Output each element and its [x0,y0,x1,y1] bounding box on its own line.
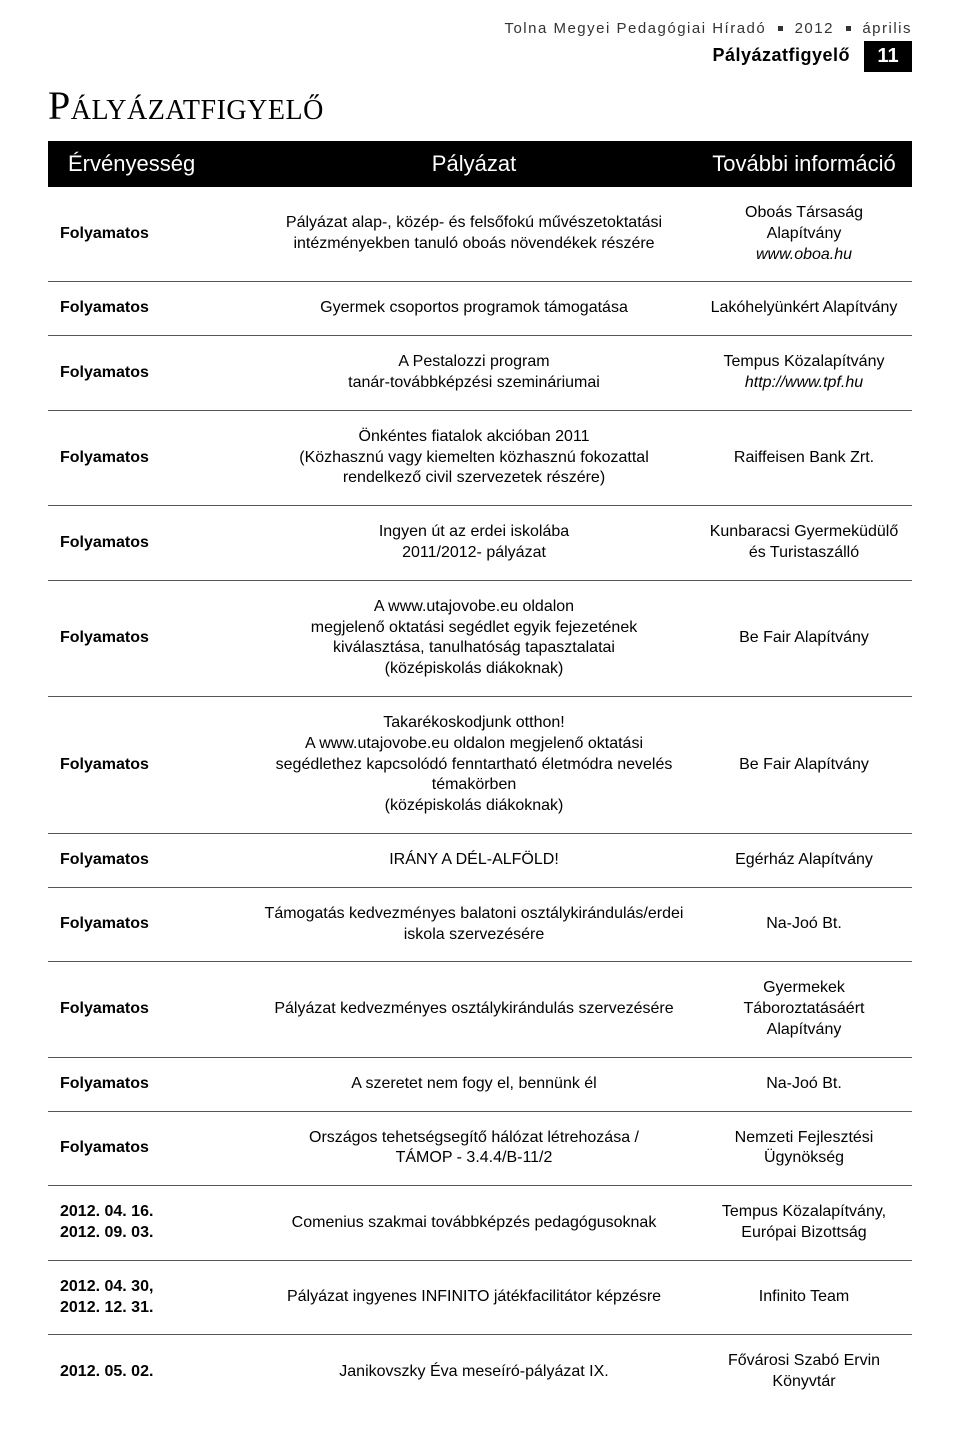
info-text: Nemzeti Fejlesztési Ügynökség [735,1129,874,1167]
cell-description: A www.utajovobe.eu oldalon megjelenő okt… [252,580,696,696]
info-text: Na-Joó Bt. [766,915,842,932]
cell-info: Lakóhelyünkért Alapítvány [696,282,912,336]
publication-header: Tolna Megyei Pedagógiai Híradó 2012 ápri… [48,20,912,37]
cell-validity: Folyamatos [48,833,252,887]
page-title: Pályázatfigyelő [48,82,912,129]
info-text: Infinito Team [759,1288,849,1305]
cell-info: Fővárosi Szabó Ervin Könyvtár [696,1335,912,1409]
publication-month: április [862,20,912,37]
section-bar: Pályázatfigyelő 11 [48,41,912,72]
info-text: Tempus Közalapítvány, Európai Bizottság [722,1203,886,1241]
cell-description: Gyermek csoportos programok támogatása [252,282,696,336]
info-text: Lakóhelyünkért Alapítvány [711,299,898,316]
table-row: FolyamatosA www.utajovobe.eu oldalon meg… [48,580,912,696]
publication-year: 2012 [795,20,834,37]
cell-info: Infinito Team [696,1260,912,1335]
info-text: Oboás Társaság Alapítvány [745,204,863,242]
table-row: 2012. 04. 30, 2012. 12. 31.Pályázat ingy… [48,1260,912,1335]
info-text: Tempus Közalapítvány [724,353,885,370]
cell-validity: Folyamatos [48,187,252,282]
info-text: Be Fair Alapítvány [739,756,869,773]
cell-description: Önkéntes fiatalok akcióban 2011 (Közhasz… [252,410,696,505]
cell-validity: 2012. 04. 16. 2012. 09. 03. [48,1186,252,1261]
cell-info: Na-Joó Bt. [696,1057,912,1111]
table-row: FolyamatosGyermek csoportos programok tá… [48,282,912,336]
info-text: Egérház Alapítvány [735,851,873,868]
cell-info: Nemzeti Fejlesztési Ügynökség [696,1111,912,1186]
cell-description: Takarékoskodjunk otthon! A www.utajovobe… [252,696,696,833]
cell-info: Kunbaracsi Gyermeküdülő és Turistaszálló [696,506,912,581]
cell-description: Pályázat alap-, közép- és felsőfokú művé… [252,187,696,282]
table-row: 2012. 05. 02.Janikovszky Éva meseíró-pál… [48,1335,912,1409]
grants-table: Érvényesség Pályázat További információ … [48,141,912,1409]
cell-description: Pályázat ingyenes INFINITO játékfacilitá… [252,1260,696,1335]
cell-info: Egérház Alapítvány [696,833,912,887]
cell-validity: Folyamatos [48,410,252,505]
cell-validity: Folyamatos [48,580,252,696]
info-text: Raiffeisen Bank Zrt. [734,449,874,466]
table-row: FolyamatosÖnkéntes fiatalok akcióban 201… [48,410,912,505]
info-link: www.oboa.hu [756,246,852,263]
table-row: FolyamatosA Pestalozzi program tanár-tov… [48,336,912,411]
cell-info: Raiffeisen Bank Zrt. [696,410,912,505]
table-row: FolyamatosIngyen út az erdei iskolába 20… [48,506,912,581]
info-text: Be Fair Alapítvány [739,629,869,646]
table-row: 2012. 04. 16. 2012. 09. 03.Comenius szak… [48,1186,912,1261]
col-header-info: További információ [696,141,912,187]
table-row: FolyamatosIRÁNY A DÉL-ALFÖLD! Egérház Ala… [48,833,912,887]
cell-description: A Pestalozzi program tanár-továbbképzési… [252,336,696,411]
info-text: Kunbaracsi Gyermeküdülő és Turistaszálló [710,523,899,561]
cell-description: Comenius szakmai továbbképzés pedagóguso… [252,1186,696,1261]
cell-validity: Folyamatos [48,1057,252,1111]
section-label: Pályázatfigyelő [712,41,864,72]
cell-validity: 2012. 04. 30, 2012. 12. 31. [48,1260,252,1335]
table-row: FolyamatosOrszágos tehetségsegítő hálóza… [48,1111,912,1186]
cell-validity: 2012. 05. 02. [48,1335,252,1409]
cell-description: Janikovszky Éva meseíró-pályázat IX. [252,1335,696,1409]
cell-validity: Folyamatos [48,336,252,411]
cell-description: Pályázat kedvezményes osztálykirándulás … [252,962,696,1057]
table-row: FolyamatosPályázat alap-, közép- és fels… [48,187,912,282]
cell-info: Be Fair Alapítvány [696,580,912,696]
info-text: Fővárosi Szabó Ervin Könyvtár [728,1352,880,1390]
cell-info: Gyermekek Táboroztatásáért Alapítvány [696,962,912,1057]
table-row: FolyamatosA szeretet nem fogy el, bennün… [48,1057,912,1111]
cell-validity: Folyamatos [48,696,252,833]
page-number: 11 [864,41,912,72]
info-text: Gyermekek Táboroztatásáért Alapítvány [744,979,865,1038]
col-header-validity: Érvényesség [48,141,252,187]
cell-info: Tempus Közalapítvány http://www.tpf.hu [696,336,912,411]
cell-info: Be Fair Alapítvány [696,696,912,833]
table-row: FolyamatosTakarékoskodjunk otthon! A www… [48,696,912,833]
cell-description: IRÁNY A DÉL-ALFÖLD! [252,833,696,887]
cell-info: Oboás Társaság Alapítvány www.oboa.hu [696,187,912,282]
cell-validity: Folyamatos [48,506,252,581]
separator-dot [778,26,783,31]
table-row: FolyamatosPályázat kedvezményes osztályk… [48,962,912,1057]
table-row: FolyamatosTámogatás kedvezményes balaton… [48,887,912,962]
cell-description: Támogatás kedvezményes balatoni osztályk… [252,887,696,962]
publication-name: Tolna Megyei Pedagógiai Híradó [504,20,766,37]
cell-validity: Folyamatos [48,962,252,1057]
separator-dot [846,26,851,31]
cell-description: Országos tehetségsegítő hálózat létrehoz… [252,1111,696,1186]
cell-description: A szeretet nem fogy el, bennünk él [252,1057,696,1111]
cell-validity: Folyamatos [48,1111,252,1186]
info-text: Na-Joó Bt. [766,1075,842,1092]
col-header-grant: Pályázat [252,141,696,187]
info-link: http://www.tpf.hu [745,374,863,391]
cell-info: Na-Joó Bt. [696,887,912,962]
cell-validity: Folyamatos [48,282,252,336]
cell-validity: Folyamatos [48,887,252,962]
cell-description: Ingyen út az erdei iskolába 2011/2012- p… [252,506,696,581]
cell-info: Tempus Közalapítvány, Európai Bizottság [696,1186,912,1261]
